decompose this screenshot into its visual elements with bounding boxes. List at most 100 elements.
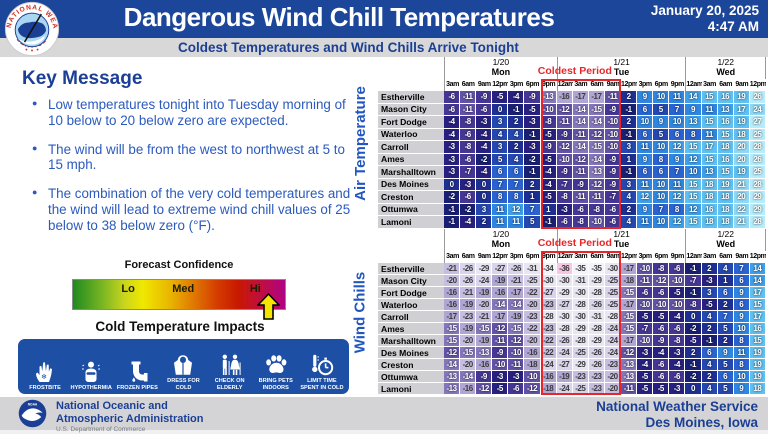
air-temp-cell: 9 bbox=[653, 116, 670, 129]
air-temp-cell: 28 bbox=[749, 216, 766, 229]
wind-chill-cell: -23 bbox=[572, 371, 589, 383]
wind-chill-cell: -30 bbox=[540, 275, 557, 287]
wind-chill-cell: -9 bbox=[653, 335, 670, 347]
wind-chill-cell: -19 bbox=[556, 371, 573, 383]
table-row: Des Moines 0 -3 0 7 7 2 -4 -7 -9 -12 -9 3 11 10 11 15 18 1… bbox=[378, 178, 767, 191]
wind-chill-cell: 1 bbox=[717, 275, 734, 287]
table-row: Waterloo -16 -19 -20 -14 -14 -20 -23 -27 -28 -26 -2… bbox=[378, 299, 767, 311]
wind-chill-cell: -19 bbox=[508, 311, 525, 323]
confidence-arrow-icon bbox=[257, 293, 280, 320]
day-group: 1/22 Wed bbox=[685, 229, 766, 251]
wind-chill-cell: -28 bbox=[540, 311, 557, 323]
air-temp-cell: -2 bbox=[444, 191, 461, 204]
wind-chill-cell: 5 bbox=[717, 323, 734, 335]
wind-chill-cell: -10 bbox=[637, 299, 654, 311]
air-temp-cell: -6 bbox=[444, 91, 461, 104]
time-label: 3am bbox=[444, 79, 460, 91]
wind-chill-cell: -17 bbox=[621, 263, 638, 275]
wind-chill-cell: -30 bbox=[604, 263, 622, 275]
air-temp-cell: 0 bbox=[476, 191, 493, 204]
wind-chill-cell: -5 bbox=[669, 287, 686, 299]
air-temp-cell: -8 bbox=[556, 191, 573, 204]
air-temp-cell: 29 bbox=[749, 191, 766, 204]
wind-chill-cell: -12 bbox=[476, 383, 493, 395]
wind-chill-cell: -10 bbox=[637, 335, 654, 347]
air-temp-cell: -10 bbox=[604, 128, 622, 141]
wind-chill-cell: -13 bbox=[621, 359, 638, 371]
air-temp-cell: 7 bbox=[524, 203, 541, 216]
air-temp-cell: -16 bbox=[556, 91, 573, 104]
air-temp-cell: 11 bbox=[492, 216, 509, 229]
impact-label: DRESS FOR COLD bbox=[167, 378, 200, 391]
wind-chill-cell: 8 bbox=[733, 335, 750, 347]
air-temp-cell: -1 bbox=[444, 203, 461, 216]
wind-chill-cell: -4 bbox=[669, 311, 686, 323]
table-row: Carroll -3 -8 -4 3 2 -3 -9 -12 -14 -15 -10 3 11 10 12 15… bbox=[378, 141, 767, 154]
day-group: 1/21 Tue bbox=[556, 229, 686, 251]
wind-chill-cell: -25 bbox=[604, 287, 622, 299]
wind-chill-cell: -8 bbox=[685, 299, 702, 311]
wind-chill-cell: -3 bbox=[669, 347, 686, 359]
wind-chill-cell: -24 bbox=[556, 347, 573, 359]
time-label: 9pm bbox=[670, 253, 685, 260]
confidence-level-label: Lo bbox=[121, 283, 135, 295]
air-temp-cell: 12 bbox=[508, 203, 525, 216]
wind-chill-cell: -17 bbox=[621, 299, 638, 311]
day-group-name: Mon bbox=[491, 238, 511, 249]
air-temp-cell: 18 bbox=[701, 178, 718, 191]
wind-chill-cell: -30 bbox=[556, 275, 573, 287]
city-label: Carroll bbox=[378, 141, 444, 154]
air-temp-cell: 7 bbox=[669, 103, 686, 116]
air-temp-cell: -1 bbox=[508, 103, 525, 116]
wind-chill-cell: -23 bbox=[588, 371, 605, 383]
day-group: 1/21 Tue bbox=[556, 57, 686, 79]
wind-chill-cell: -6 bbox=[669, 371, 686, 383]
air-temp-cell: 18 bbox=[717, 216, 734, 229]
air-temp-cell: 6 bbox=[669, 128, 686, 141]
air-temp-cell: 8 bbox=[669, 203, 686, 216]
air-temp-cell: 19 bbox=[717, 178, 734, 191]
air-temp-cell: -14 bbox=[588, 153, 605, 166]
air-temp-cell: -4 bbox=[444, 128, 461, 141]
air-temp-cell: -10 bbox=[540, 103, 557, 116]
wind-chill-cell: -1 bbox=[685, 263, 702, 275]
air-temp-cell: 15 bbox=[717, 166, 734, 179]
day-group: 1/20 Mon bbox=[444, 229, 557, 251]
air-temp-cell: 12 bbox=[637, 191, 654, 204]
day-group-name: Wed bbox=[716, 66, 736, 77]
time-label: 6am bbox=[590, 253, 604, 260]
air-temp-cell: 8 bbox=[685, 128, 702, 141]
forecast-confidence-scale: Lo Med Hi bbox=[72, 279, 286, 310]
air-temp-cell: 26 bbox=[749, 91, 766, 104]
air-temp-cell: -10 bbox=[604, 141, 622, 154]
city-label: Ames bbox=[378, 153, 444, 166]
wind-chill-cell: -12 bbox=[492, 323, 509, 335]
wind-chill-cell: 5 bbox=[717, 359, 734, 371]
air-temp-cell: 11 bbox=[637, 141, 654, 154]
air-temp-cell: 21 bbox=[733, 216, 750, 229]
air-temp-cell: -4 bbox=[540, 178, 557, 191]
title-bar bbox=[0, 0, 768, 38]
air-temp-cell: 18 bbox=[717, 141, 734, 154]
city-label: Estherville bbox=[378, 91, 444, 104]
air-temp-cell: 2 bbox=[476, 216, 493, 229]
air-temp-cell: 10 bbox=[653, 216, 670, 229]
time-label: 6pm bbox=[654, 81, 669, 88]
impacts-title: Cold Temperature Impacts bbox=[95, 319, 265, 334]
impact-item: DRESS FOR COLD bbox=[160, 342, 206, 391]
air-temp-cell: -3 bbox=[524, 141, 541, 154]
table-time-header: 3am 6am 9am 12pm 3pm 6pm 9pm 12am 3am 6am 9am 12pm 3… bbox=[378, 251, 767, 263]
wind-chill-cell: -27 bbox=[556, 299, 573, 311]
wind-chill-cell: -18 bbox=[621, 275, 638, 287]
air-temp-cell: 3 bbox=[621, 141, 638, 154]
air-temp-cell: 19 bbox=[733, 91, 750, 104]
wind-chill-cell: -15 bbox=[444, 335, 461, 347]
air-temp-cell: 19 bbox=[733, 116, 750, 129]
wind-chill-cell: -26 bbox=[556, 335, 573, 347]
wind-chill-cell: -12 bbox=[653, 275, 670, 287]
wind-chill-cell: -20 bbox=[524, 299, 541, 311]
wind-chill-cell: -17 bbox=[621, 335, 638, 347]
air-temp-cell: 20 bbox=[733, 153, 750, 166]
air-temp-cell: 10 bbox=[653, 91, 670, 104]
wind-chill-cell: -29 bbox=[588, 275, 605, 287]
